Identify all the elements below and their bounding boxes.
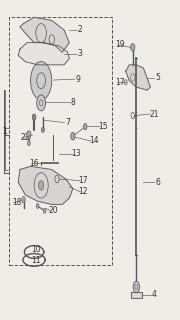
Circle shape (31, 62, 52, 100)
Text: 21: 21 (149, 109, 159, 118)
Text: 11: 11 (31, 256, 41, 265)
Text: 15: 15 (98, 122, 108, 131)
Text: 19: 19 (116, 40, 125, 49)
Text: 8: 8 (71, 98, 75, 107)
Circle shape (39, 180, 44, 190)
Polygon shape (18, 166, 73, 204)
Text: 16: 16 (29, 159, 39, 168)
Polygon shape (126, 65, 150, 90)
Text: 9: 9 (76, 75, 81, 84)
Circle shape (71, 132, 75, 140)
Text: 1: 1 (3, 127, 7, 136)
Polygon shape (131, 292, 142, 298)
Text: 1: 1 (2, 127, 6, 136)
Text: 2: 2 (78, 25, 82, 35)
Text: 14: 14 (89, 136, 99, 146)
Text: 6: 6 (155, 178, 160, 187)
Text: 17: 17 (79, 176, 88, 185)
Text: 12: 12 (79, 187, 88, 196)
Circle shape (42, 127, 44, 132)
Circle shape (37, 95, 46, 111)
Text: 22: 22 (21, 133, 30, 142)
Circle shape (22, 196, 25, 203)
Circle shape (27, 131, 31, 139)
Text: 13: 13 (72, 149, 81, 158)
Polygon shape (18, 43, 69, 65)
Text: 17: 17 (116, 78, 125, 87)
Circle shape (133, 281, 140, 292)
Circle shape (43, 208, 46, 213)
Text: 5: 5 (155, 73, 160, 82)
Text: 7: 7 (65, 118, 70, 127)
Circle shape (131, 44, 135, 51)
Circle shape (32, 114, 36, 120)
Text: 10: 10 (31, 245, 41, 254)
Text: 20: 20 (49, 206, 58, 215)
Text: 4: 4 (152, 290, 156, 299)
Circle shape (84, 124, 87, 130)
Polygon shape (20, 17, 69, 52)
Circle shape (27, 141, 30, 146)
Text: 18: 18 (12, 198, 21, 207)
Circle shape (36, 204, 39, 209)
Text: 3: 3 (77, 49, 82, 58)
